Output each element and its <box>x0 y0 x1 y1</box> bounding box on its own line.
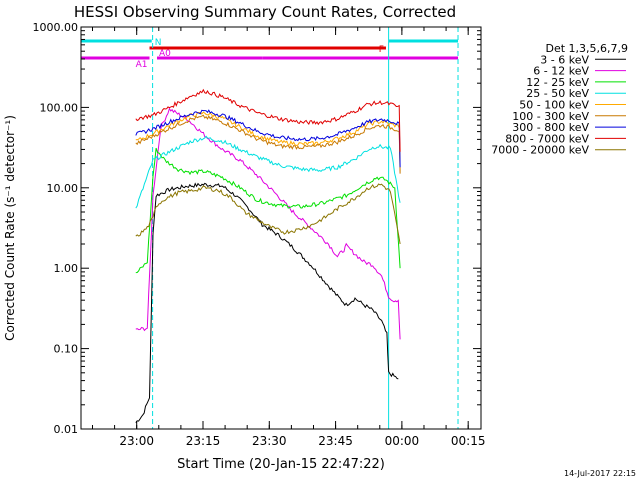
x-tick-label: 23:30 <box>252 434 287 448</box>
y-tick-label: 100.00 <box>40 101 79 114</box>
y-tick-label: 0.01 <box>54 423 79 436</box>
flag-label-n: N <box>155 38 162 48</box>
legend-label-12-25-kev: 12 - 25 keV <box>526 76 589 89</box>
legend-label-50-100-kev: 50 - 100 keV <box>519 99 589 112</box>
x-tick-label: 23:15 <box>186 434 221 448</box>
flag-label-a0: A0 <box>159 49 171 59</box>
legend-label-800-7000-kev: 800 - 7000 keV <box>505 132 589 145</box>
x-tick-label: 00:00 <box>385 434 420 448</box>
y-tick-label: 1000.00 <box>33 21 79 34</box>
y-tick-label: 0.10 <box>54 343 79 356</box>
series-line-3-6-kev <box>135 182 399 423</box>
x-axis-ticks: 23:00 23:15 23:30 23:45 00:00 00:15 <box>91 27 486 448</box>
series-line-12-25-kev <box>135 147 401 274</box>
x-axis-label: Start Time (20-Jan-15 22:47:22) <box>177 457 385 472</box>
instrument-flag-bars: N F A0 A1 <box>81 38 459 70</box>
legend-label-6-12-kev: 6 - 12 keV <box>533 65 589 78</box>
y-tick-label: 1.00 <box>54 262 79 275</box>
series-line-800-7000-kev <box>135 88 401 152</box>
y-axis-label: Corrected Count Rate (s⁻¹ detector⁻¹) <box>3 115 17 341</box>
series-line-100-300-kev <box>135 114 401 174</box>
legend-label-300-800-kev: 300 - 800 keV <box>512 121 589 134</box>
series-line-25-50-kev <box>135 135 401 209</box>
count-rate-series <box>135 88 401 423</box>
timestamp-label: 14-Jul-2017 22:15 <box>564 469 636 478</box>
y-axis-ticks: 0.01 0.10 1.00 10.00 100.00 1000.00 <box>33 21 481 436</box>
series-line-50-100-kev <box>135 111 401 172</box>
series-line-7000-20000-kev <box>135 183 401 245</box>
y-tick-label: 10.00 <box>47 182 79 195</box>
legend-label-7000-20000-kev: 7000 - 20000 keV <box>491 144 589 157</box>
chart-title: HESSI Observing Summary Count Rates, Cor… <box>74 3 456 21</box>
series-line-300-800-kev <box>135 109 401 168</box>
x-tick-label: 00:15 <box>451 434 486 448</box>
flag-label-a1: A1 <box>136 60 148 70</box>
legend-label-3-6-kev: 3 - 6 keV <box>540 53 589 66</box>
legend-label-100-300-kev: 100 - 300 keV <box>512 110 589 123</box>
plot-frame <box>80 26 482 430</box>
legend-label-25-50-kev: 25 - 50 keV <box>526 87 589 100</box>
legend-title: Det 1,3,5,6,7,9 <box>545 42 628 55</box>
flag-label-f: F <box>379 45 384 55</box>
x-tick-label: 23:00 <box>119 434 154 448</box>
x-tick-label: 23:45 <box>318 434 353 448</box>
